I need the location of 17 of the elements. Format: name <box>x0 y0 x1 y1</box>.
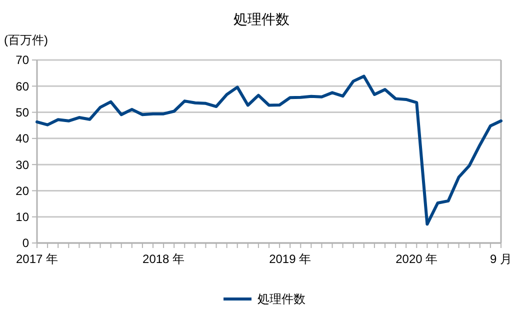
x-tick-label: 9 月 <box>490 252 512 266</box>
y-axis-title: (百万件) <box>4 33 48 47</box>
y-tick-label: 20 <box>16 184 30 198</box>
x-tick-label: 2017 年 <box>16 252 58 266</box>
y-tick-label: 50 <box>16 105 30 120</box>
legend-label: 処理件数 <box>258 292 306 306</box>
x-tick-label: 2020 年 <box>396 252 438 266</box>
y-tick-label: 0 <box>22 236 30 250</box>
x-tick-label: 2018 年 <box>142 252 185 266</box>
y-tick-label: 30 <box>16 158 30 172</box>
y-tick-label: 60 <box>16 79 30 94</box>
x-tick-label: 2019 年 <box>269 252 312 266</box>
y-tick-label: 70 <box>16 53 30 68</box>
y-tick-label: 10 <box>16 210 30 224</box>
line-series <box>36 74 502 226</box>
y-tick-label: 40 <box>16 132 30 146</box>
chart-title: 処理件数 <box>234 11 290 27</box>
